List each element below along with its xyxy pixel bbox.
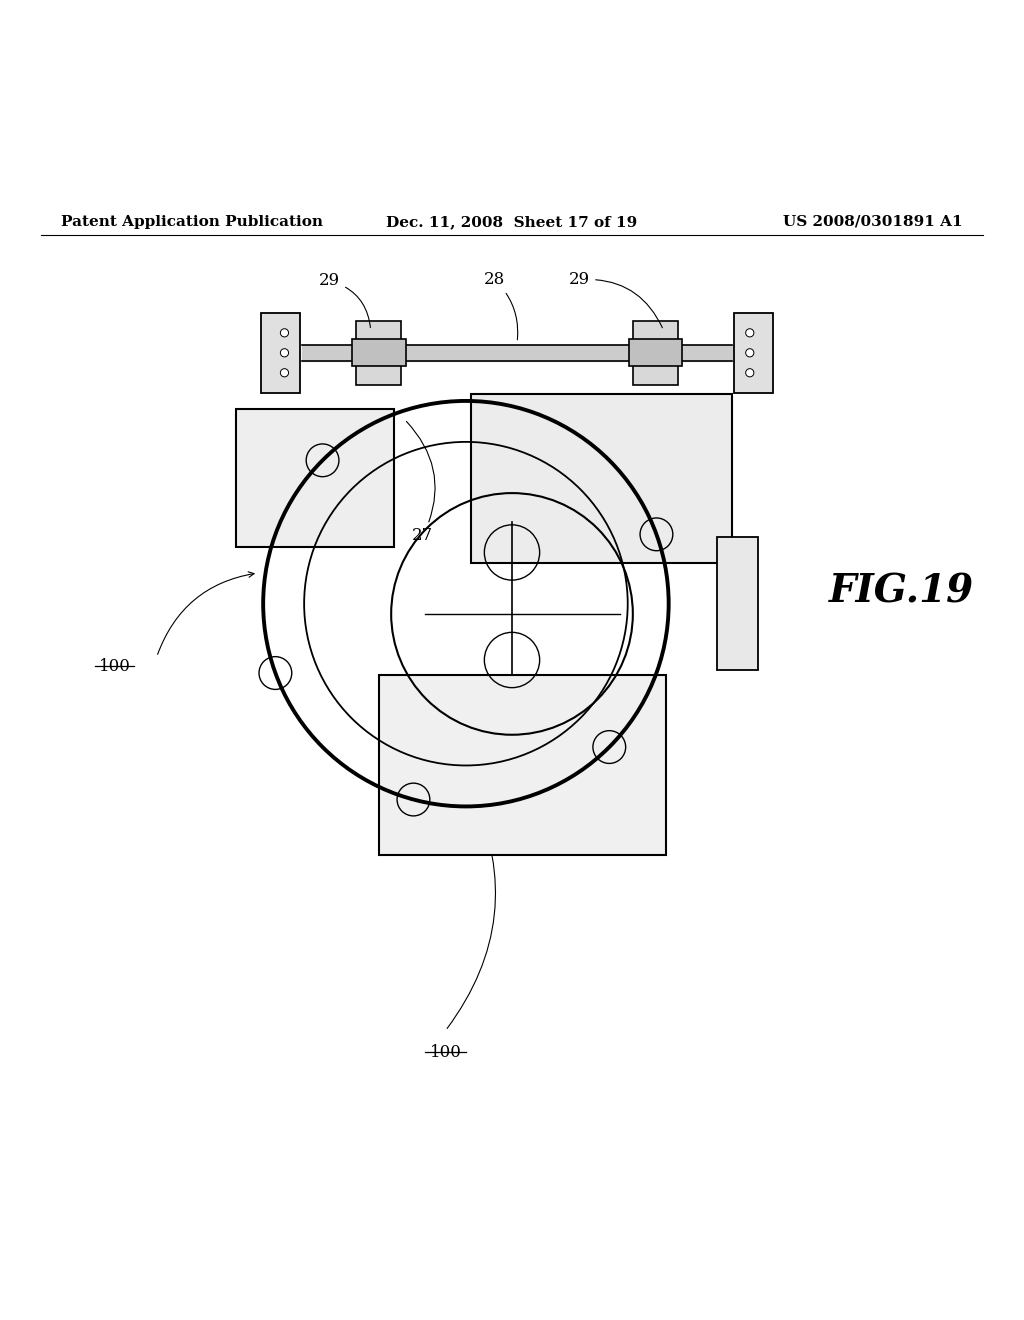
Bar <box>629 339 682 366</box>
Text: Dec. 11, 2008  Sheet 17 of 19: Dec. 11, 2008 Sheet 17 of 19 <box>386 215 638 228</box>
Bar <box>261 313 300 393</box>
Text: 100: 100 <box>429 1044 462 1061</box>
Text: Patent Application Publication: Patent Application Publication <box>61 215 324 228</box>
Text: 29: 29 <box>569 272 663 327</box>
Text: 27: 27 <box>407 421 435 544</box>
Bar <box>236 409 394 548</box>
Text: 100: 100 <box>98 657 131 675</box>
Bar <box>356 321 401 384</box>
Circle shape <box>281 329 289 337</box>
Text: 32: 32 <box>566 417 615 549</box>
Bar <box>633 321 678 384</box>
Circle shape <box>281 368 289 378</box>
Text: 10b: 10b <box>292 471 343 549</box>
Text: FIG.19: FIG.19 <box>828 573 974 611</box>
Bar <box>717 537 758 671</box>
Text: US 2008/0301891 A1: US 2008/0301891 A1 <box>783 215 963 228</box>
Circle shape <box>745 348 754 356</box>
Circle shape <box>745 329 754 337</box>
Bar <box>352 339 406 366</box>
Circle shape <box>745 368 754 378</box>
Bar <box>379 676 666 854</box>
Bar <box>734 313 773 393</box>
Text: 28: 28 <box>484 272 518 339</box>
Circle shape <box>281 348 289 356</box>
Text: 29: 29 <box>319 272 371 327</box>
Bar <box>471 393 732 562</box>
